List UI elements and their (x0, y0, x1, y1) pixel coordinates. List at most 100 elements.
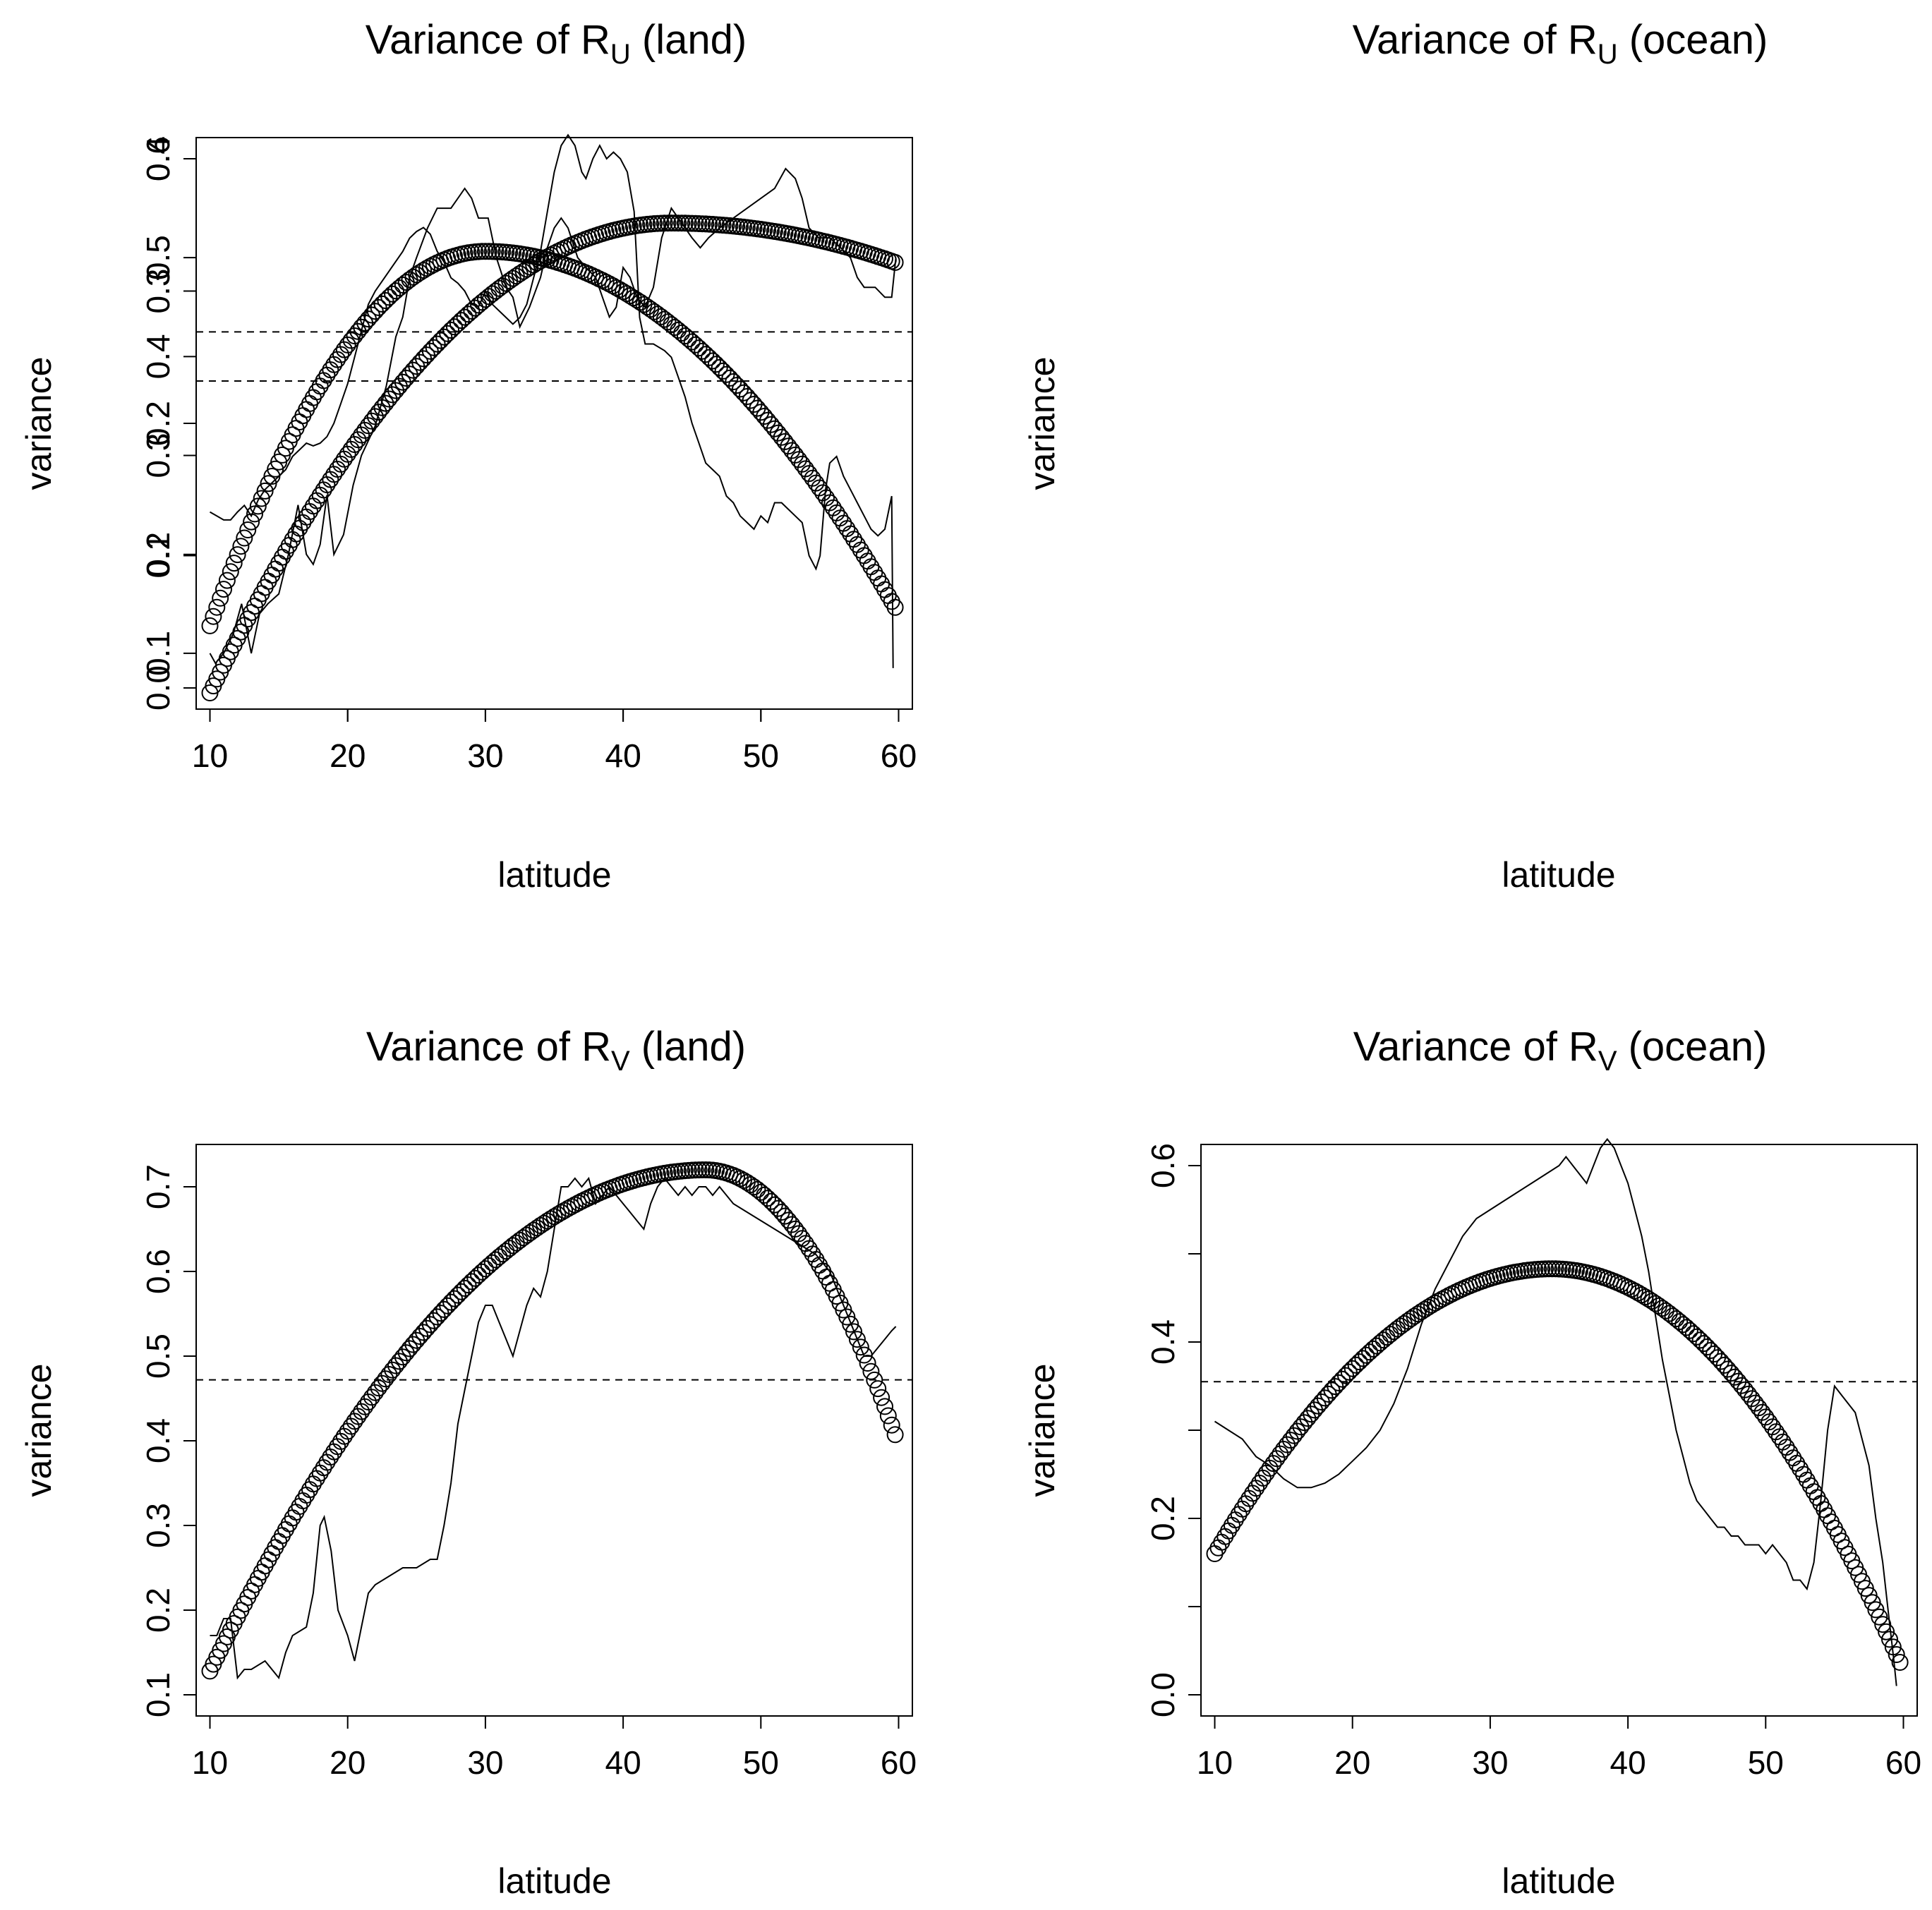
x-tick-label: 20 (330, 737, 366, 774)
fitted-point (380, 1366, 398, 1383)
x-tick-label: 40 (605, 737, 641, 774)
fitted-point (1268, 1450, 1286, 1468)
fitted-series (201, 214, 904, 701)
fitted-point (1874, 1616, 1892, 1633)
fitted-point (459, 1276, 477, 1294)
fitted-point (694, 1161, 711, 1178)
fitted-point (349, 322, 367, 340)
panel-title: Variance of RV (ocean) (1353, 1024, 1768, 1077)
fitted-point (232, 538, 250, 555)
fitted-point (435, 328, 453, 346)
fitted-point (1540, 1260, 1557, 1278)
fitted-point (446, 1290, 463, 1307)
fitted-point (879, 1407, 897, 1425)
fitted-point (697, 346, 715, 363)
fitted-point (1878, 1623, 1895, 1640)
fitted-point (776, 433, 794, 450)
x-tick-label: 50 (1748, 1744, 1784, 1781)
panel-rv-land: Variance of RV (land) latitude variance … (19, 1024, 917, 1901)
fitted-point (866, 1371, 883, 1389)
fitted-point (1737, 1381, 1753, 1398)
fitted-point (1691, 1331, 1709, 1349)
fitted-point (370, 1379, 387, 1397)
fitted-point (783, 1216, 801, 1233)
fitted-point (787, 1220, 804, 1238)
x-tick-label: 60 (881, 737, 917, 774)
fitted-point (243, 513, 260, 531)
fitted-point (1743, 1390, 1761, 1408)
fitted-point (1340, 1363, 1358, 1381)
fitted-point (366, 1384, 384, 1401)
fitted-point (480, 1257, 497, 1274)
observed-series-line (209, 133, 894, 668)
x-axis-label: latitude (497, 855, 611, 895)
fitted-point (687, 336, 704, 353)
y-axis-label: variance (1022, 357, 1062, 490)
x-axis: 10 20 30 40 50 60 (192, 1715, 917, 1781)
fitted-point (766, 420, 783, 437)
fitted-point (707, 356, 725, 373)
fitted-point (1292, 1418, 1310, 1436)
x-tick-label: 10 (192, 1744, 228, 1781)
y-tick-label: 0.5 (140, 1334, 176, 1379)
fitted-point (380, 390, 398, 408)
fitted-point (390, 1353, 408, 1370)
fitted-point (370, 298, 387, 316)
fitted-point (456, 1279, 473, 1297)
y-axis-label: variance (19, 1364, 59, 1497)
fitted-series (201, 243, 904, 634)
fitted-point (1888, 1646, 1905, 1663)
fitted-point (886, 1426, 904, 1444)
y-tick-label: 0.2 (140, 1588, 176, 1633)
fitted-point (342, 332, 360, 349)
fitted-point (360, 417, 377, 435)
fitted-point (876, 1398, 893, 1415)
x-axis-label: latitude (497, 1861, 611, 1901)
fitted-point (449, 315, 466, 332)
fitted-point (862, 1362, 880, 1380)
fitted-point (769, 424, 787, 442)
title-subscript: U (610, 39, 631, 70)
y-tick-label: 0.7 (140, 1164, 176, 1209)
title-suffix: (ocean) (1617, 1024, 1768, 1070)
y-tick-label: 0.6 (140, 136, 176, 181)
fitted-point (370, 404, 387, 421)
y-tick-label: 0.3 (140, 433, 176, 478)
x-tick-label: 30 (467, 737, 503, 774)
fitted-point (704, 352, 721, 370)
x-tick-label: 30 (467, 737, 503, 774)
fitted-point (762, 1192, 780, 1210)
fitted-point (373, 295, 391, 313)
panel-ru-ocean: Variance of R U (ocean) latitude variance… (140, 17, 1768, 895)
fitted-point (428, 335, 446, 353)
y-tick-label: 0.2 (1145, 1496, 1181, 1541)
fitted-point (1695, 1335, 1713, 1353)
x-tick-label: 60 (881, 737, 917, 774)
x-axis-label: latitude (1502, 855, 1615, 895)
title-main: Variance of R (1353, 17, 1598, 63)
fitted-point (239, 521, 257, 538)
fitted-point (363, 412, 380, 430)
observed-series-line (210, 1176, 897, 1680)
fitted-point (852, 1338, 869, 1356)
y-tick-label: 0.3 (140, 269, 176, 314)
fitted-point (249, 497, 267, 515)
y-axis: 0.10.20.30.40.50.6 (140, 136, 197, 676)
y-axis-label: variance (19, 357, 59, 490)
fitted-point (1354, 1350, 1372, 1367)
fitted-point (848, 1331, 866, 1348)
fitted-point (363, 1389, 380, 1406)
fitted-point (253, 490, 270, 507)
fitted-series (201, 1161, 904, 1680)
fitted-point (1674, 1316, 1692, 1334)
fitted-point (1285, 1427, 1303, 1444)
title-suffix: (ocean) (1618, 17, 1768, 63)
x-tick-label: 20 (330, 737, 366, 774)
y-tick-label: 0.4 (1145, 1319, 1181, 1365)
fitted-point (1351, 1353, 1368, 1371)
x-tick-label: 50 (743, 737, 779, 774)
fitted-point (1881, 1631, 1898, 1648)
x-tick-label: 10 (192, 737, 228, 774)
observed-series-line (209, 167, 897, 665)
